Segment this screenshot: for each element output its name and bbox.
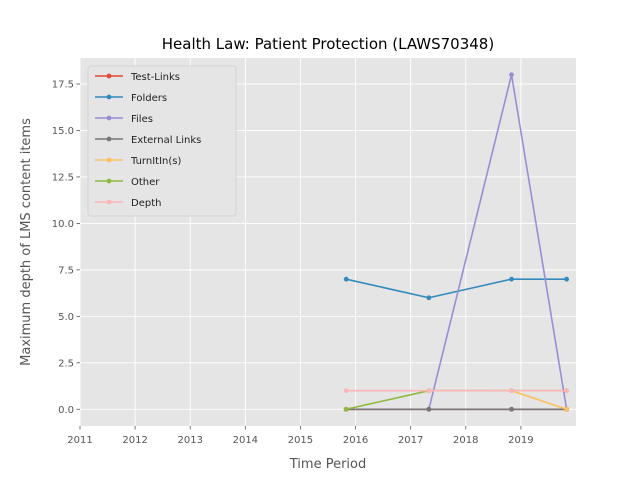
legend-item: TurnItIn(s) xyxy=(95,156,181,167)
legend-item: Test-Links xyxy=(95,72,180,83)
x-tick-label: 2014 xyxy=(233,435,258,446)
x-tick-label: 2017 xyxy=(398,435,423,446)
data-point xyxy=(426,295,432,301)
data-point xyxy=(509,388,514,394)
legend-marker xyxy=(106,115,112,121)
y-axis-label: Maximum depth of LMS content items xyxy=(19,118,34,366)
legend-item: External Links xyxy=(95,135,201,146)
y-axis-ticks: 0.0 2.5 5.0 7.5 10.0 12.5 15.0 17.5 xyxy=(52,80,80,416)
data-point xyxy=(343,406,349,412)
legend-label: Test-Links xyxy=(130,72,180,83)
legend-item: Files xyxy=(95,114,153,125)
y-tick-label: 7.5 xyxy=(58,265,74,276)
legend: Test-Links Folders Files External Links Turn… xyxy=(87,65,237,217)
series-line xyxy=(346,278,567,299)
data-point xyxy=(509,406,514,412)
legend-frame xyxy=(87,65,237,217)
x-tick-label: 2018 xyxy=(453,435,478,446)
data-point xyxy=(426,388,432,394)
x-tick-label: 2015 xyxy=(288,435,313,446)
legend-marker xyxy=(106,178,112,184)
series-folders xyxy=(343,276,570,301)
data-point xyxy=(343,276,349,282)
chart-title: Health Law: Patient Protection (LAWS7034… xyxy=(162,35,494,53)
series-layer xyxy=(343,72,570,412)
data-point xyxy=(564,406,570,412)
data-point xyxy=(509,72,514,78)
legend-item: Folders xyxy=(95,93,167,104)
legend-marker xyxy=(106,73,112,79)
data-point xyxy=(564,388,570,394)
legend-marker xyxy=(106,199,112,205)
legend-label: Files xyxy=(131,114,153,125)
x-tick-label: 2012 xyxy=(122,435,147,446)
legend-label: Other xyxy=(131,177,160,188)
data-point xyxy=(509,276,514,282)
legend-marker xyxy=(106,136,112,142)
legend-label: External Links xyxy=(131,135,201,146)
legend-label: Depth xyxy=(131,198,161,209)
x-tick-label: 2019 xyxy=(508,435,533,446)
y-tick-label: 2.5 xyxy=(58,358,74,369)
y-tick-label: 17.5 xyxy=(52,80,74,91)
x-axis-label: Time Period xyxy=(289,457,366,472)
x-tick-label: 2016 xyxy=(343,435,368,446)
legend-marker xyxy=(106,94,112,100)
series-depth xyxy=(343,388,570,394)
data-point xyxy=(564,276,570,282)
data-point xyxy=(343,388,349,394)
legend-item: Depth xyxy=(95,198,161,209)
legend-label: TurnItIn(s) xyxy=(130,156,181,167)
y-tick-label: 5.0 xyxy=(58,312,74,323)
x-tick-label: 2011 xyxy=(67,435,92,446)
y-tick-label: 15.0 xyxy=(52,126,74,137)
y-tick-label: 12.5 xyxy=(52,172,74,183)
grid-lines xyxy=(79,58,576,426)
y-tick-label: 10.0 xyxy=(52,219,74,230)
x-tick-label: 2013 xyxy=(177,435,202,446)
y-tick-label: 0.0 xyxy=(58,405,74,416)
data-point xyxy=(426,406,432,412)
legend-marker xyxy=(106,157,112,163)
x-axis-ticks: 2011 2012 2013 2014 2015 2016 2017 2018 2019 xyxy=(67,426,534,446)
legend-label: Folders xyxy=(131,93,167,104)
legend-item: Other xyxy=(95,177,160,188)
